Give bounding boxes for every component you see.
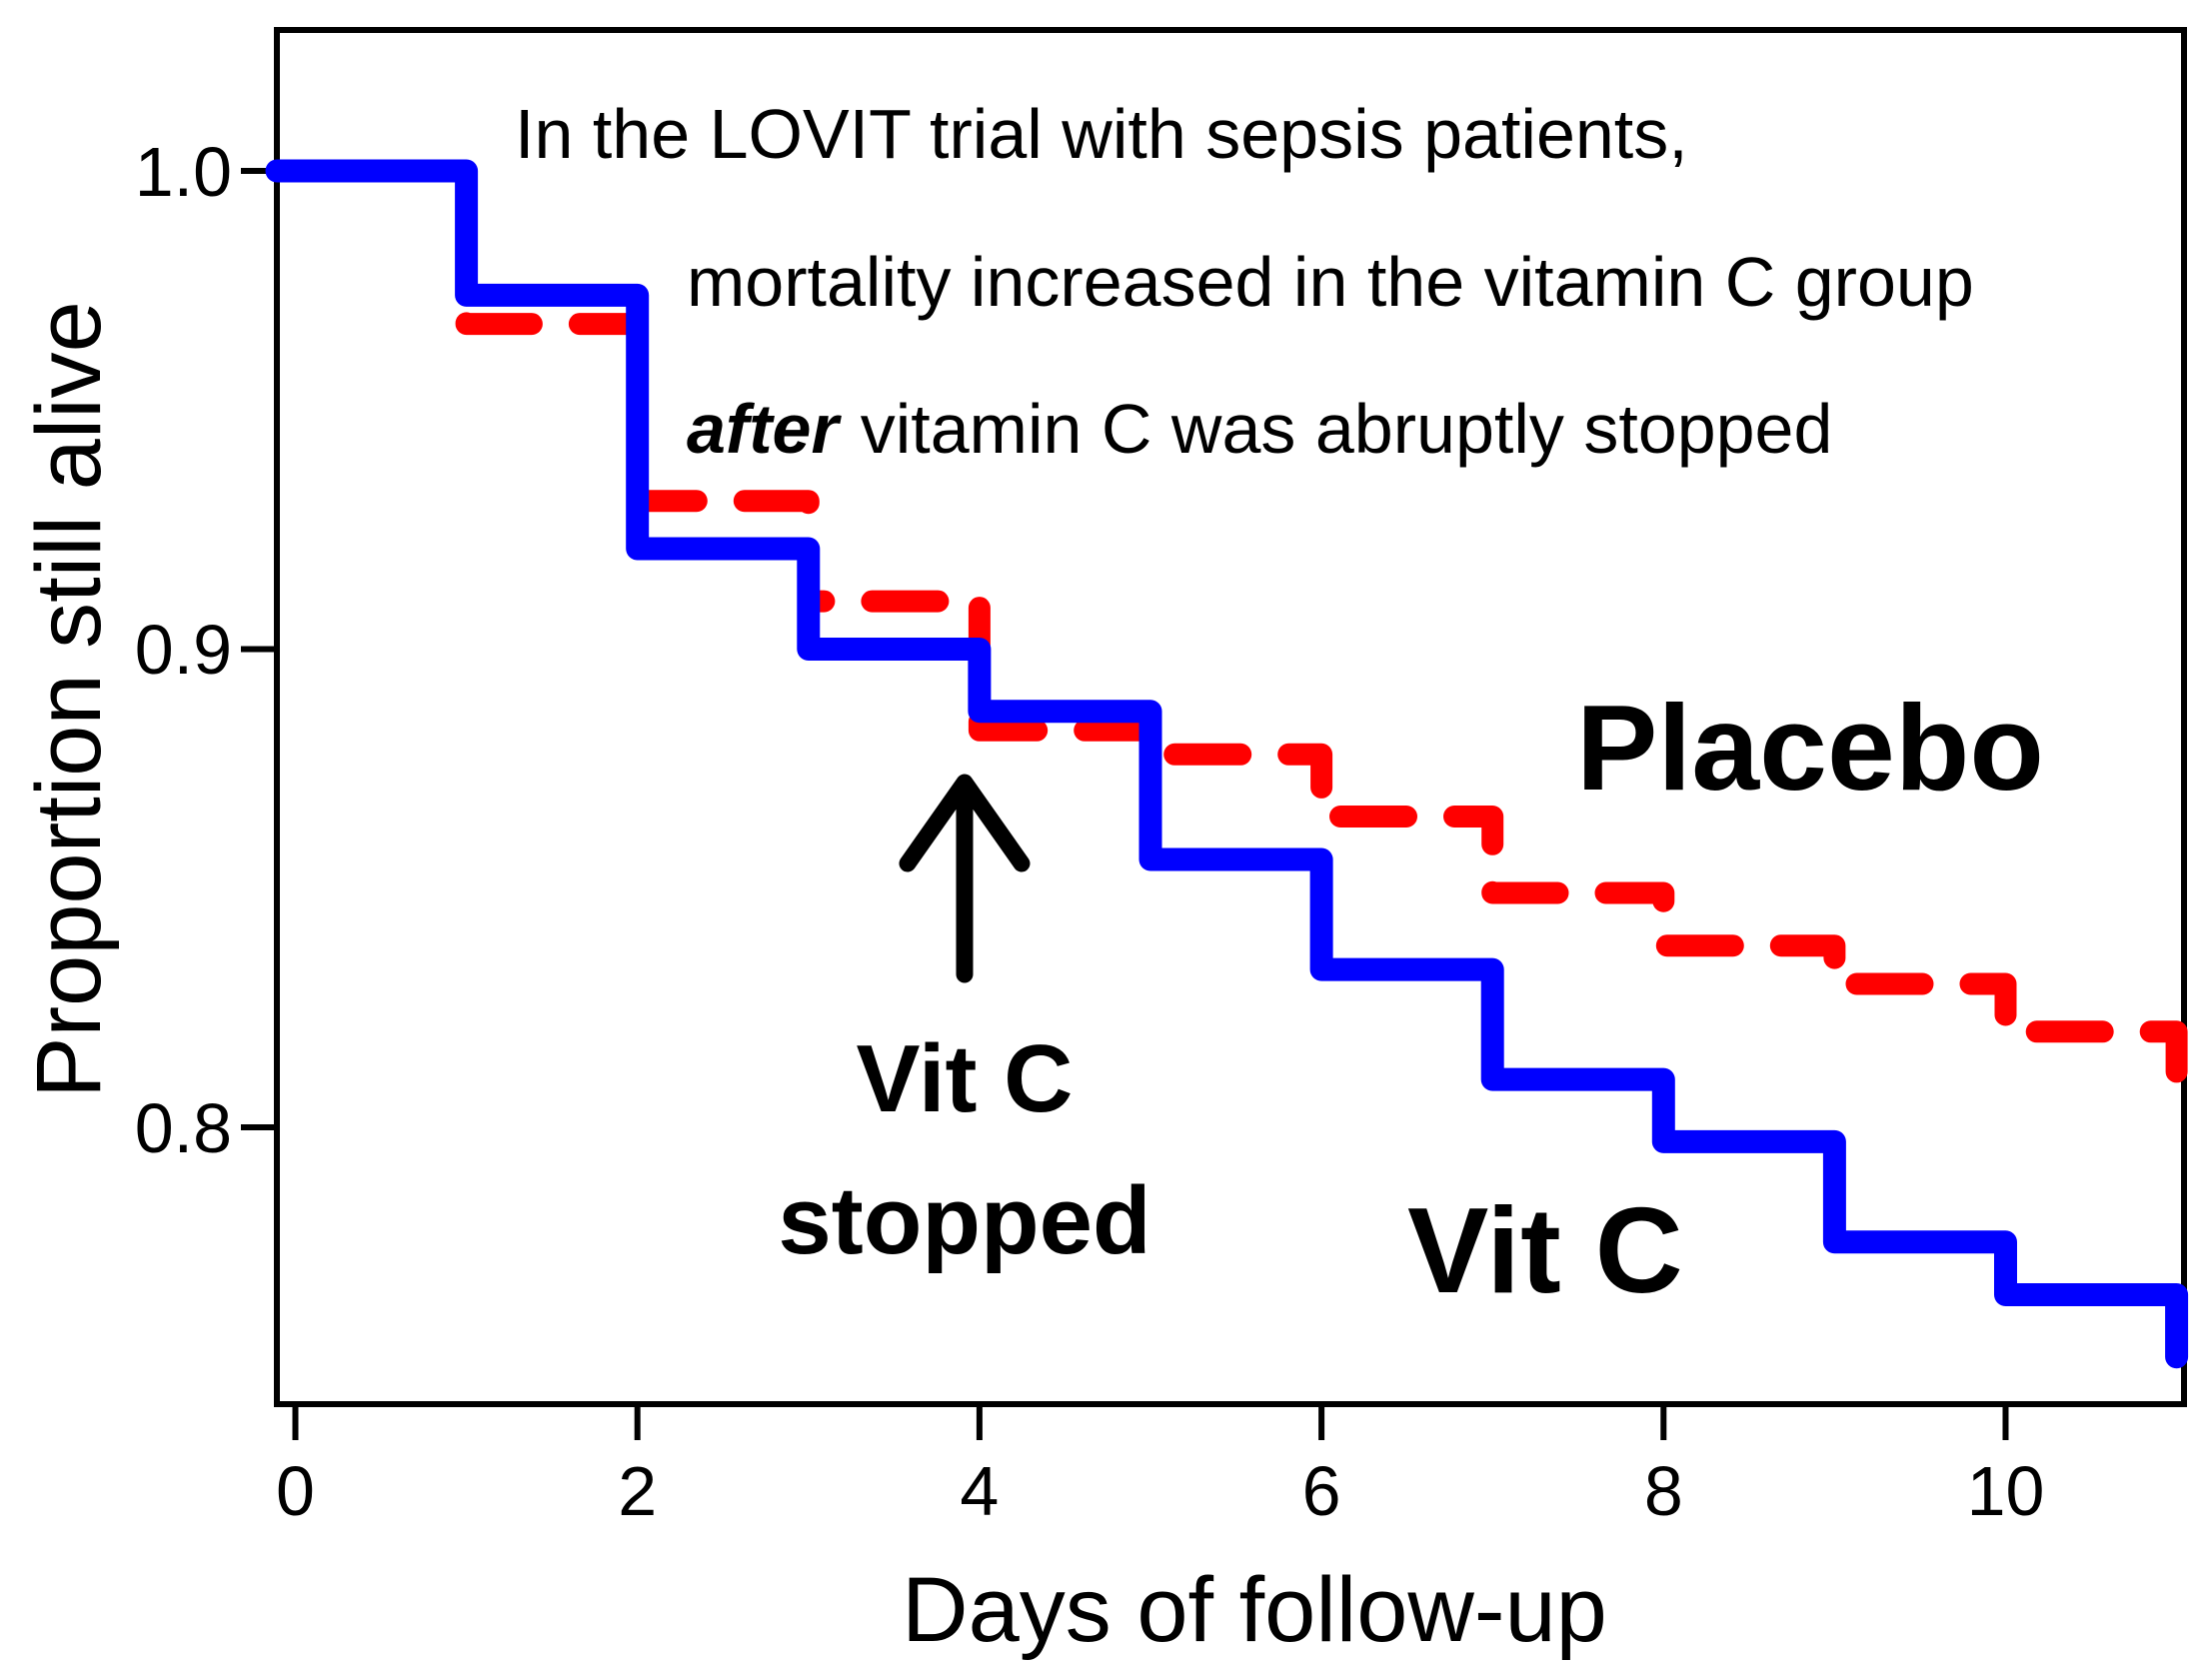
- x-tick-label: 8: [1644, 1452, 1683, 1530]
- curves-layer: [265, 159, 2189, 1369]
- vit-c-curve: [265, 159, 2189, 1369]
- annotation-line-3-emphasis: after: [687, 390, 842, 468]
- x-axis-ticks: [292, 1404, 2009, 1440]
- annotation-line-2: mortality increased in the vitamin C gro…: [687, 243, 1974, 321]
- annotation-line-3-rest: vitamin C was abruptly stopped: [861, 390, 1833, 468]
- arrow-label-line-1: Vit C: [857, 1025, 1074, 1132]
- x-axis-title: Days of follow-up: [902, 1559, 1607, 1661]
- annotation-line-3: after vitamin C was abruptly stopped: [687, 390, 1832, 468]
- plot-border: [274, 27, 2187, 1407]
- y-tick-label: 0.8: [135, 1089, 232, 1167]
- x-tick-label: 4: [960, 1452, 999, 1530]
- y-axis-title: Proportion still alive: [18, 301, 120, 1098]
- y-tick-label: 1.0: [135, 133, 232, 211]
- x-tick-label: 2: [618, 1452, 657, 1530]
- x-tick-label: 6: [1302, 1452, 1341, 1530]
- annotation-line-1: In the LOVIT trial with sepsis patients,: [515, 95, 1688, 173]
- x-tick-label: 0: [276, 1452, 315, 1530]
- x-tick-label: 10: [1967, 1452, 2045, 1530]
- y-tick-label: 0.9: [135, 611, 232, 689]
- arrow-label-line-2: stopped: [778, 1167, 1150, 1274]
- vitc-stopped-arrow-icon: [899, 774, 1031, 983]
- vitc-series-label: Vit C: [1407, 1182, 1683, 1318]
- y-axis-ticks: [241, 168, 277, 1130]
- placebo-series-label: Placebo: [1576, 680, 2044, 816]
